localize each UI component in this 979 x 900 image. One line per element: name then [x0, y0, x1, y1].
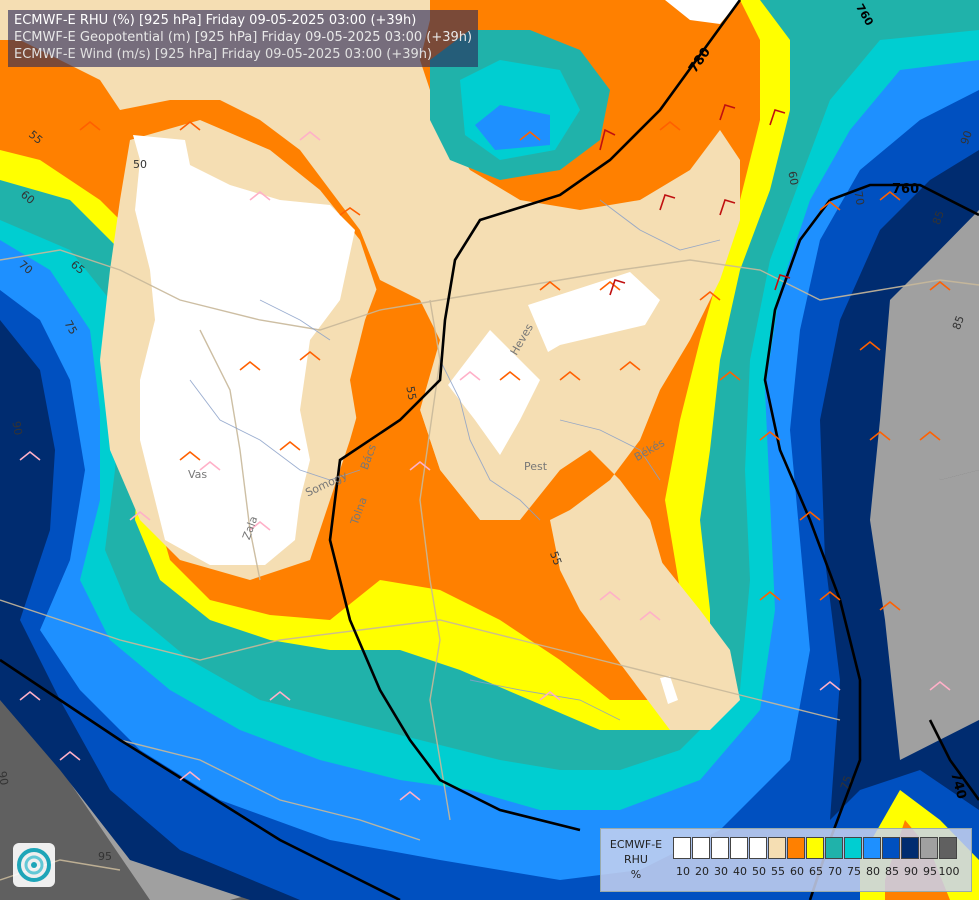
- rhu-band-50-west: [133, 135, 355, 565]
- title-rhu: ECMWF-E RHU (%) [925 hPa] Friday 09-05-2…: [14, 13, 417, 28]
- legend-title-model: ECMWF-E: [609, 838, 663, 851]
- legend-title: ECMWF-E RHU %: [601, 837, 671, 882]
- legend-title-unit: %: [630, 868, 642, 881]
- rhu-patch-gray-1: [920, 320, 979, 480]
- legend-swatch: [673, 837, 691, 859]
- legend-tick-label: 100: [938, 865, 960, 878]
- rhu-label: 95: [98, 850, 112, 863]
- rhu-label: 55: [403, 385, 418, 401]
- rhu-label: 90: [9, 420, 24, 436]
- rhu-label: 50: [133, 158, 147, 171]
- rhu-label: 70: [851, 190, 866, 206]
- legend-tick-label: 55: [771, 865, 785, 878]
- legend-tick-label: 60: [790, 865, 804, 878]
- legend-tick-label: 40: [733, 865, 747, 878]
- legend-tick-label: 75: [847, 865, 861, 878]
- rhu-label: 75: [62, 318, 80, 337]
- title-geopotential: ECMWF-E Geopotential (m) [925 hPa] Frida…: [14, 30, 473, 45]
- legend-swatch: [939, 837, 957, 859]
- geopotential-label-740: 740: [947, 771, 969, 801]
- legend-tick-label: 80: [866, 865, 880, 878]
- legend-swatch: [920, 837, 938, 859]
- legend-swatch: [901, 837, 919, 859]
- wind-barbs: [19, 104, 951, 801]
- legend-swatch: [825, 837, 843, 859]
- legend-swatch: [692, 837, 710, 859]
- legend-swatch: [749, 837, 767, 859]
- legend-tick-label: 65: [809, 865, 823, 878]
- rhu-band-60-inner: [350, 280, 540, 600]
- legend-swatch: [882, 837, 900, 859]
- geopotential-label-760: 760: [892, 182, 919, 197]
- rhu-label: 55: [547, 550, 564, 568]
- rhu-label: 75: [838, 774, 855, 792]
- legend-swatch: [806, 837, 824, 859]
- legend-tick-label: 30: [714, 865, 728, 878]
- legend-tick-label: 95: [923, 865, 937, 878]
- legend-swatch: [730, 837, 748, 859]
- legend-swatch: [768, 837, 786, 859]
- rhu-band-50-center: [448, 330, 540, 455]
- rhu-label: 90: [0, 770, 11, 786]
- place-label: Pest: [524, 460, 548, 473]
- ecmwf-logo-icon: [13, 843, 55, 887]
- rhu-band-50-south: [660, 676, 678, 704]
- legend-swatch: [844, 837, 862, 859]
- legend-swatch: [787, 837, 805, 859]
- rhu-label: 85: [950, 314, 967, 332]
- legend-tick-label: 10: [676, 865, 690, 878]
- legend-tick-label: 70: [828, 865, 842, 878]
- color-legend: ECMWF-E RHU % 10 20 30 40 50 55 60 65 70 75 80 85 90…: [600, 828, 972, 892]
- rhu-cell-north-85: [475, 105, 550, 150]
- legend-swatch: [711, 837, 729, 859]
- rhu-label: 85: [930, 209, 947, 227]
- legend-tick-label: 85: [885, 865, 899, 878]
- place-label: Vas: [188, 468, 207, 481]
- rhu-band-50-north: [665, 0, 740, 24]
- legend-tick-label: 90: [904, 865, 918, 878]
- rhu-label: 60: [785, 170, 800, 186]
- rhu-label: 90: [958, 129, 975, 147]
- legend-swatch: [863, 837, 881, 859]
- legend-tick-label: 50: [752, 865, 766, 878]
- map-header: ECMWF-E RHU (%) [925 hPa] Friday 09-05-2…: [8, 10, 479, 67]
- rhu-patch-gray-2: [875, 505, 920, 580]
- legend-title-variable: RHU: [624, 853, 648, 866]
- rhu-band-50-east: [528, 272, 660, 352]
- legend-tick-label: 20: [695, 865, 709, 878]
- river-lines: [189, 199, 721, 721]
- title-wind: ECMWF-E Wind (m/s) [925 hPa] Friday 09-0…: [14, 47, 433, 62]
